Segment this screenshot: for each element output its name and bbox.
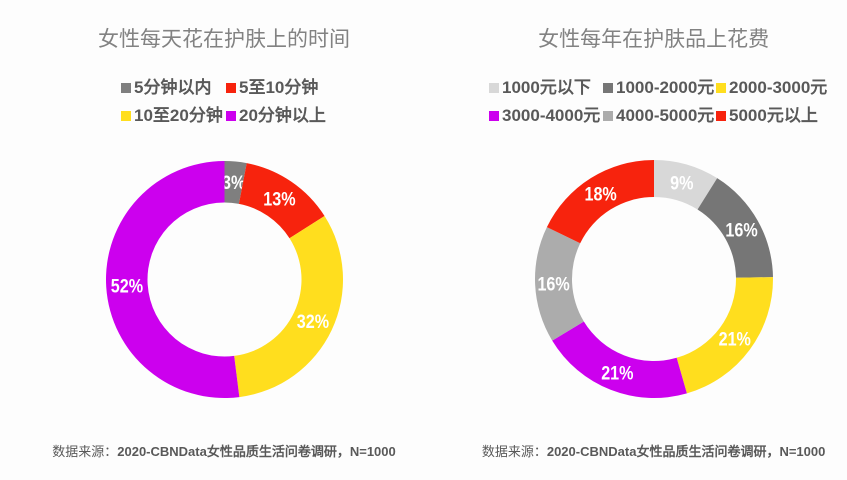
chart-title: 女性每天花在护肤上的时间 [98, 28, 350, 51]
donut-slice-label: 16% [537, 274, 570, 296]
donut-slice-label: 21% [601, 362, 634, 384]
legend-item: 3000-4000元 [489, 106, 601, 129]
donut-slice [534, 227, 584, 341]
legend-row: 5分钟以内 5至10分钟 [0, 78, 430, 101]
legend-swatch-icon [489, 110, 499, 121]
legend-item: 5000元以上 [716, 106, 818, 129]
donut-slice [653, 160, 717, 210]
data-source-note: 数据来源：2020-CBNData女性品质生活问卷调研，N=1000 [52, 444, 396, 460]
chart-panel-skincare-time: 女性每天花在护肤上的时间 5分钟以内 5至10分钟 10至20分钟 20分钟以上 3%… [0, 28, 430, 460]
legend-label: 3000-4000元 [502, 106, 601, 125]
legend-swatch-icon [226, 110, 236, 121]
donut-slice-label: 9% [670, 172, 694, 194]
legend-label: 10至20分钟 [134, 106, 223, 125]
legend-swatch-icon [121, 82, 131, 93]
legend-label: 5至10分钟 [239, 78, 319, 97]
legend-row: 10至20分钟 20分钟以上 [0, 106, 430, 129]
legend-swatch-icon [716, 110, 726, 121]
donut-slice [546, 160, 654, 244]
legend-item: 5至10分钟 [226, 78, 319, 101]
data-source-prefix: 数据来源： [481, 444, 547, 459]
legend-label: 5分钟以内 [134, 78, 212, 97]
data-source-note: 数据来源：2020-CBNData女性品质生活问卷调研，N=1000 [482, 444, 826, 460]
legend-item: 5分钟以内 [121, 78, 212, 101]
donut-slice-label: 18% [584, 184, 617, 206]
legend-swatch-icon [603, 110, 613, 121]
legend-label: 5000元以上 [729, 106, 818, 125]
legend-label: 20分钟以上 [239, 106, 326, 125]
data-source-text: 2020-CBNData女性品质生活问卷调研，N=1000 [546, 444, 826, 459]
donut-slice [238, 163, 325, 239]
legend-row: 1000元以下 1000-2000元 2000-3000元 [430, 78, 847, 101]
chart-panel-skincare-spend: 女性每年在护肤品上花费 1000元以下 1000-2000元 2000-3000元 3… [430, 0, 847, 480]
donut-slice-label: 52% [110, 275, 143, 297]
donut-slice [551, 321, 687, 399]
donut-slice [233, 216, 343, 398]
data-source-text: 2020-CBNData女性品质生活问卷调研，N=1000 [117, 444, 396, 459]
legend-swatch-icon [489, 82, 499, 93]
donut-slice-label: 3% [222, 172, 246, 194]
data-source-prefix: 数据来源： [52, 444, 118, 459]
legend-swatch-icon [603, 82, 613, 93]
legend-item: 1000元以下 [489, 78, 591, 101]
donut-slice [676, 277, 773, 394]
legend-label: 4000-5000元 [616, 106, 715, 125]
donut-chart: 9% 16% 21% 21% 16% 18% [534, 160, 773, 399]
donut-slice [105, 161, 239, 398]
donut-slice-label: 21% [718, 329, 751, 351]
legend-label: 1000-2000元 [616, 78, 715, 97]
donut-slice-label: 16% [725, 220, 758, 242]
donut-slice [224, 161, 247, 204]
legend-label: 1000元以下 [502, 78, 591, 97]
legend-swatch-icon [716, 82, 726, 93]
donut-slice-label: 13% [263, 188, 296, 210]
legend-item: 20分钟以上 [226, 106, 326, 129]
legend-label: 2000-3000元 [729, 78, 828, 97]
donut-chart: 3% 13% 32% 52% [105, 161, 343, 398]
legend-item: 4000-5000元 [603, 106, 715, 129]
legend-swatch-icon [226, 82, 236, 93]
donut-slice-label: 32% [296, 311, 329, 333]
legend-swatch-icon [121, 110, 131, 121]
legend-item: 2000-3000元 [716, 78, 828, 101]
legend-item: 10至20分钟 [121, 106, 223, 129]
donut-slice [697, 178, 773, 279]
legend-row: 3000-4000元 4000-5000元 5000元以上 [430, 106, 847, 129]
chart-title: 女性每年在护肤品上花费 [538, 28, 770, 51]
legend-item: 1000-2000元 [603, 78, 715, 101]
